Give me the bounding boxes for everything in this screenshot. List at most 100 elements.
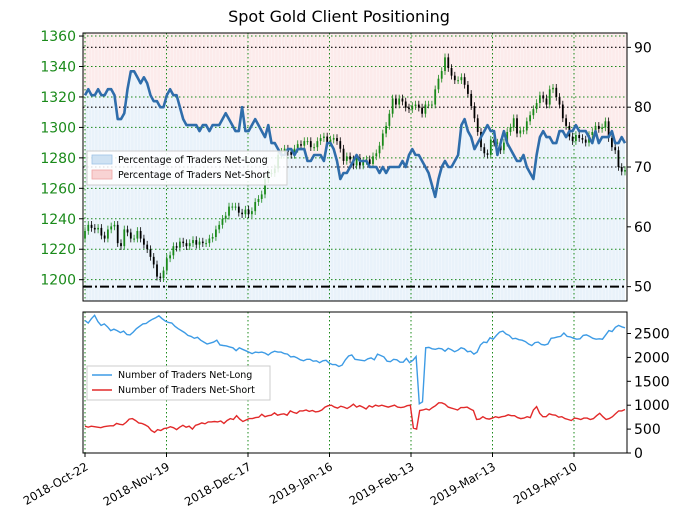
x-tick-label: 2019-Apr-10 [511, 459, 580, 507]
candle-body [244, 209, 247, 215]
candle-body [519, 130, 522, 134]
candle-body [247, 209, 250, 215]
legend-label-net-short: Percentage of Traders Net-Short [118, 170, 270, 181]
candle-body [234, 206, 237, 208]
legend-swatch-net-short [91, 169, 113, 180]
candle-body [473, 106, 476, 119]
candle-body [404, 101, 407, 108]
candle-body [624, 170, 626, 172]
candle-body [218, 224, 221, 230]
count-tick-label: 2000 [634, 350, 670, 366]
price-tick-label: 1340 [40, 60, 76, 76]
candle-body [381, 133, 384, 146]
candle-body [470, 93, 473, 107]
candle-body [604, 121, 607, 128]
candle-body [251, 211, 253, 215]
candle-body [329, 139, 332, 143]
pct-tick-label: 50 [634, 280, 652, 296]
candle-body [385, 125, 387, 134]
top-legend: Percentage of Traders Net-Long Percentage… [86, 150, 288, 186]
x-axis: 2018-Oct-22 2018-Nov-19 2018-Dec-17 2019-Ja… [21, 453, 580, 509]
candle-body [264, 179, 266, 195]
price-tick-label: 1200 [40, 273, 76, 289]
candle-body [195, 240, 198, 245]
candle-body [211, 237, 214, 239]
candle-body [201, 241, 204, 244]
candle-body [375, 153, 378, 157]
legend-label-net-long-count: Number of Traders Net-Long [118, 370, 252, 381]
candle-body [296, 144, 299, 149]
count-tick-label: 0 [634, 446, 643, 462]
candle-body [100, 227, 103, 236]
candle-body [516, 118, 518, 134]
x-tick-label: 2019-Mar-13 [428, 459, 498, 508]
candle-body [300, 144, 302, 146]
candle-body [453, 75, 456, 81]
candle-body [215, 229, 217, 238]
candle-body [156, 264, 158, 277]
candle-body [391, 98, 394, 114]
candle-body [205, 243, 207, 245]
count-tick-label: 2500 [634, 327, 670, 343]
candle-body [152, 256, 155, 265]
candle-body [198, 241, 201, 245]
candle-body [552, 87, 554, 90]
candle-body [571, 136, 574, 142]
candle-body [444, 57, 446, 72]
price-tick-label: 1260 [40, 181, 76, 197]
candle-body [342, 148, 345, 161]
candle-body [175, 246, 178, 248]
candle-body [395, 98, 397, 105]
candle-body [408, 107, 410, 110]
candle-body [476, 118, 479, 132]
candle-body [535, 103, 538, 110]
candle-body [414, 104, 417, 107]
candle-body [228, 206, 230, 216]
candle-body [597, 125, 600, 129]
candle-body [447, 57, 450, 69]
candle-body [110, 226, 113, 230]
candle-body [143, 238, 145, 245]
candle-body [539, 95, 541, 104]
candle-body [450, 68, 453, 76]
count-tick-label: 1500 [634, 374, 670, 390]
candle-body [231, 206, 234, 208]
top-panel: 1200 1220 1240 1260 1280 1300 1320 1340 1360 50 60… [40, 29, 652, 302]
candle-body [372, 156, 374, 164]
candle-body [542, 95, 545, 99]
net-short-count-line [84, 402, 626, 434]
pct-tick-label: 80 [634, 100, 652, 116]
candle-body [578, 135, 581, 139]
candle-body [159, 276, 162, 279]
candle-body [522, 130, 525, 132]
candle-body [457, 80, 459, 82]
candle-body [349, 156, 351, 160]
candle-body [208, 238, 211, 244]
candle-body [431, 104, 433, 106]
net-long-percentage-line [83, 70, 627, 199]
candle-body [581, 138, 584, 140]
candle-body [607, 121, 610, 139]
candle-body [326, 136, 329, 143]
candle-body [467, 84, 469, 94]
candle-body [126, 229, 129, 233]
x-tick-label: 2019-Feb-13 [347, 459, 417, 507]
candle-body [489, 139, 492, 155]
x-tick-label: 2018-Dec-17 [182, 459, 253, 508]
candle-body [525, 121, 528, 131]
candle-body [283, 148, 286, 152]
candle-body [548, 89, 551, 105]
legend-box [86, 150, 288, 186]
candle-body [313, 147, 315, 149]
legend-label-net-long: Percentage of Traders Net-Long [118, 155, 268, 166]
candle-body [368, 159, 371, 164]
candle-body [463, 77, 466, 85]
candle-body [496, 142, 499, 144]
price-tick-label: 1220 [40, 242, 76, 258]
candle-body [293, 148, 296, 155]
candle-body [601, 127, 603, 129]
candle-body [133, 238, 135, 240]
candle-body [146, 244, 149, 250]
candle-body [529, 115, 531, 122]
